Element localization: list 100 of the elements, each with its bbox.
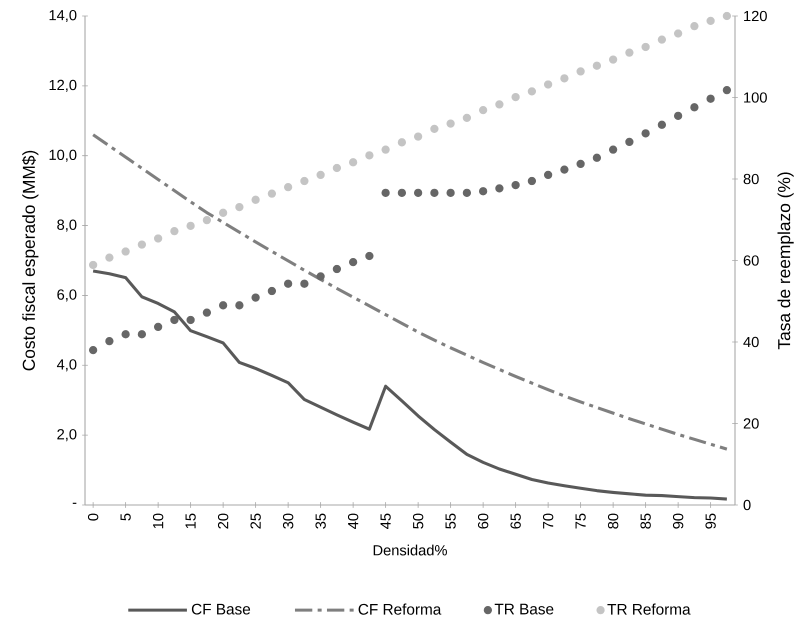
- point: [251, 196, 260, 204]
- y-tick-label: 10,0: [50, 150, 76, 162]
- y2-tick-label: 40: [743, 336, 759, 348]
- legend-label: TR Reforma: [607, 603, 691, 615]
- x-tick-label: 80: [608, 514, 618, 529]
- point: [690, 22, 699, 30]
- point: [414, 188, 422, 197]
- point: [284, 280, 292, 288]
- point: [674, 29, 682, 38]
- point: [674, 112, 682, 120]
- point: [365, 252, 374, 260]
- point: [608, 145, 618, 154]
- x-tick-label: 25: [250, 514, 261, 529]
- point: [121, 247, 130, 256]
- point: [608, 55, 618, 64]
- point: [348, 158, 358, 166]
- x-tick-label: 50: [412, 514, 424, 529]
- point: [560, 74, 569, 82]
- y2-tick-label: 0: [744, 500, 751, 510]
- y2-axis-title: Tasa de reemplazo (%): [778, 172, 794, 350]
- x-tick-label: 0: [88, 514, 98, 521]
- point: [528, 87, 536, 96]
- point: [576, 67, 585, 76]
- y-tick-label: 8,0: [57, 219, 76, 232]
- point: [268, 189, 276, 198]
- point: [121, 330, 130, 338]
- point: [706, 16, 715, 25]
- point: [511, 92, 520, 102]
- x-tick-label: 75: [576, 514, 586, 528]
- point: [332, 164, 342, 172]
- point: [235, 301, 244, 310]
- point: [202, 216, 212, 224]
- point: [592, 62, 602, 70]
- x-tick-label: 55: [446, 514, 456, 529]
- y2-tick-label: 80: [744, 174, 759, 184]
- x-tick-label: 85: [640, 514, 651, 529]
- point: [381, 188, 390, 197]
- point: [332, 264, 342, 274]
- point: [138, 330, 146, 338]
- point: [398, 188, 406, 197]
- point: [316, 272, 325, 280]
- point: [414, 132, 422, 141]
- point: [186, 316, 195, 324]
- point: [138, 240, 146, 249]
- point: [544, 170, 552, 179]
- point: [218, 208, 228, 217]
- legend-label: TR Base: [494, 604, 554, 614]
- point: [495, 184, 504, 192]
- x-tick-label: 40: [348, 514, 358, 529]
- point: [218, 301, 228, 310]
- y-tick-label: -: [72, 502, 76, 504]
- y-axis-title: Costo fiscal esperado (MM$): [22, 150, 38, 370]
- point: [348, 258, 358, 266]
- point: [495, 100, 504, 108]
- x-tick-label: 45: [380, 514, 391, 529]
- point: [478, 187, 488, 196]
- point: [202, 308, 212, 317]
- point: [625, 48, 634, 57]
- point: [251, 293, 260, 302]
- x-tick-label: 15: [186, 514, 196, 528]
- point: [658, 35, 666, 44]
- y2-tick-label: 20: [744, 418, 759, 429]
- x-tick-label: 90: [672, 514, 684, 529]
- x-tick-label: 30: [282, 514, 294, 529]
- y2-tick-label: 60: [744, 255, 759, 266]
- y-tick-label: 14,0: [50, 10, 76, 22]
- point: [478, 106, 488, 114]
- point: [154, 322, 162, 331]
- y-tick-label: 4,0: [56, 359, 76, 372]
- point: [300, 176, 309, 186]
- point: [284, 182, 292, 192]
- point: [300, 280, 309, 288]
- point: [170, 316, 179, 324]
- y2-tick-label: 100: [744, 92, 767, 103]
- point: [381, 145, 390, 154]
- point: [430, 124, 439, 133]
- x-tick-label: 5: [120, 514, 131, 520]
- point: [462, 114, 472, 122]
- point: [641, 42, 650, 52]
- point: [154, 234, 162, 243]
- point: [170, 226, 179, 236]
- point: [316, 170, 325, 179]
- point: [398, 138, 406, 146]
- x-tick-label: 65: [510, 514, 521, 528]
- point: [592, 154, 602, 162]
- x-tick-label: 10: [152, 514, 164, 528]
- point: [641, 129, 650, 138]
- point: [625, 138, 634, 146]
- x-tick-label: 20: [218, 514, 228, 529]
- point: [722, 12, 732, 20]
- point: [88, 260, 98, 270]
- y-tick-label: 2,0: [57, 429, 76, 442]
- point: [706, 94, 715, 103]
- x-tick-label: 35: [315, 514, 326, 529]
- point: [446, 119, 455, 128]
- point: [235, 202, 244, 212]
- x-tick-label: 95: [705, 514, 716, 529]
- x-tick-label: 60: [478, 514, 488, 528]
- x-axis-title: Densidad%: [374, 544, 447, 556]
- point: [430, 188, 439, 197]
